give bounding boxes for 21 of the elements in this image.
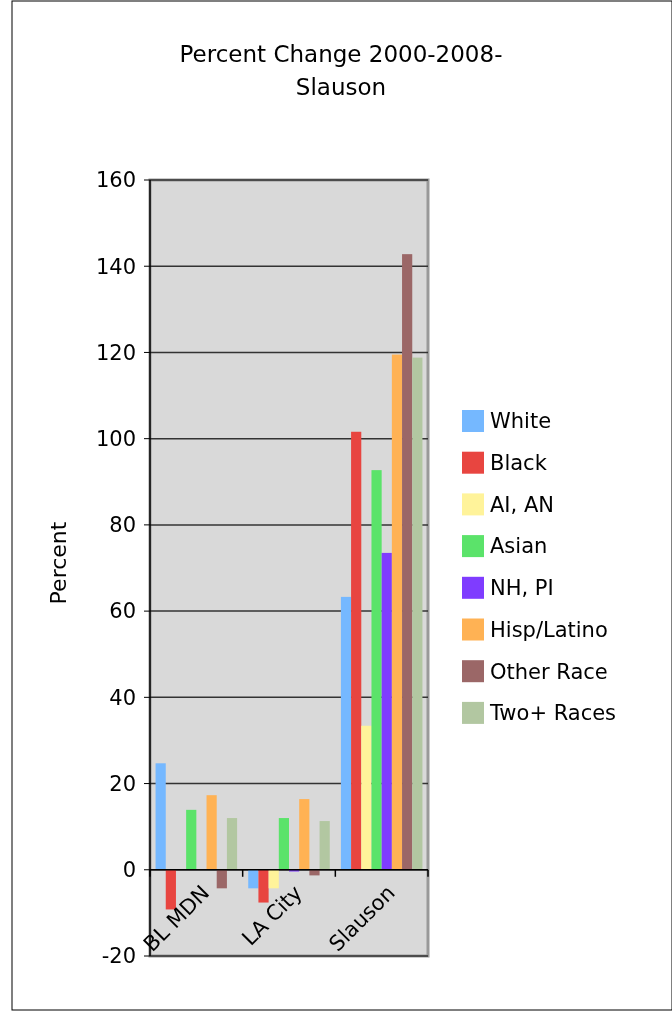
y-tick-label: 160	[95, 168, 136, 193]
y-tick-label: 40	[109, 685, 136, 710]
legend-label: NH, PI	[490, 576, 554, 601]
legend-label: Asian	[490, 534, 548, 559]
y-tick-label: 140	[95, 254, 136, 279]
legend-label: Other Race	[490, 659, 608, 684]
y-tick-label: 80	[109, 513, 136, 538]
legend-label: Hisp/Latino	[490, 617, 608, 642]
y-tick-label: 100	[95, 427, 136, 452]
y-tick-label: 0	[122, 858, 136, 883]
y-tick-label: 60	[109, 599, 136, 624]
legend-label: White	[490, 409, 552, 434]
y-tick-label: 20	[109, 771, 136, 796]
legend-label: Black	[490, 451, 548, 476]
chart-title: Percent Change 2000-2008- Slauson	[179, 41, 503, 100]
legend-label: AI, AN	[490, 492, 554, 517]
x-tick-label: LA City	[237, 880, 307, 951]
y-tick-label: 120	[95, 340, 136, 365]
legend-label: Two+ Races	[489, 701, 617, 726]
y-axis-title: Percent	[46, 521, 71, 605]
y-tick-label: -20	[101, 944, 136, 969]
